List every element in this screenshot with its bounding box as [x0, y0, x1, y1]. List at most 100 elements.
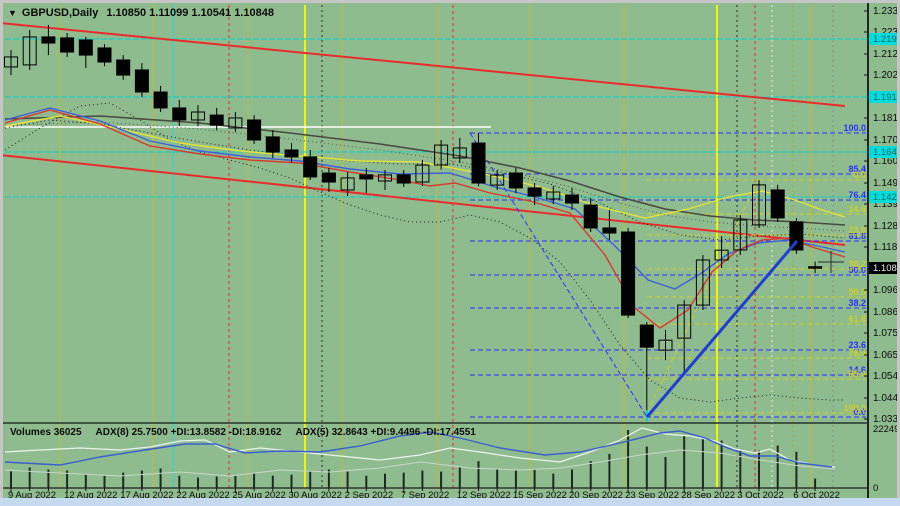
- price-axis-label: 1.13900: [873, 199, 900, 210]
- volume-bar: [720, 440, 723, 488]
- adx8-label: ADX(8) 25.7500 +DI:13.8582 -DI:18.9162: [95, 427, 282, 438]
- candle-bearish: [789, 221, 804, 251]
- candle-bullish: [4, 56, 18, 68]
- cyan-price-tag-label: 1.14200: [873, 192, 900, 203]
- volume-bar: [458, 467, 461, 488]
- candle-bullish: [22, 36, 37, 66]
- cyan-price-tag: [869, 191, 900, 203]
- volume-bar: [28, 467, 31, 488]
- fib-down-blue-label: 85.4: [848, 164, 866, 174]
- candle-bearish: [808, 266, 823, 269]
- candle-bullish: [490, 174, 505, 186]
- volume-bar: [384, 473, 386, 488]
- minus-di-line: [4, 449, 836, 477]
- fib-up-yellow-label: 85.4: [848, 369, 866, 379]
- ohlc-quote-label: 1.10850 1.11099 1.10541 1.10848: [106, 7, 274, 19]
- fib-down-blue-label: 50.0: [848, 265, 866, 275]
- volume-bar: [776, 445, 779, 488]
- candle-bearish: [134, 69, 149, 93]
- panel-scale-min: 0: [873, 483, 878, 494]
- candle-bullish: [228, 117, 243, 129]
- fib-up-yellow-label: 100.0: [843, 403, 866, 413]
- volume-bar: [290, 474, 293, 488]
- volume-bar: [645, 446, 648, 488]
- window-border-right: [897, 0, 900, 506]
- window-border-bottom: [0, 498, 900, 506]
- volume-bar: [234, 475, 237, 488]
- candle-bearish: [284, 149, 299, 158]
- volume-bar: [253, 473, 256, 488]
- fib-up-yellow-label: 0.0: [853, 170, 866, 180]
- date-axis-label: 12 Sep 2022: [457, 490, 511, 501]
- candle-bearish: [321, 172, 336, 183]
- candle-bullish: [452, 147, 467, 159]
- fib-up-yellow-label: 61.8: [848, 314, 866, 324]
- volume-bar: [701, 438, 704, 488]
- cyan-price-tag: [869, 33, 900, 45]
- price-axis-label: 1.18120: [873, 113, 900, 124]
- volume-bar: [758, 450, 760, 488]
- date-axis-label: 22 Aug 2022: [176, 490, 229, 501]
- envelope-upper: [4, 119, 846, 241]
- volume-bar: [140, 470, 143, 488]
- window-border-left: [0, 0, 3, 506]
- fib-down-blue-label: 14.6: [848, 365, 866, 375]
- candle-bearish: [583, 204, 598, 229]
- candle-bearish: [97, 47, 112, 63]
- date-axis-label: 6 Oct 2022: [793, 490, 839, 501]
- volume-bar: [271, 475, 274, 488]
- price-axis-label: 1.03360: [873, 414, 900, 425]
- fib-down-blue-label: 100.0: [843, 123, 866, 133]
- date-axis-label: 7 Sep 2022: [401, 490, 450, 501]
- date-axis-label: 25 Aug 2022: [232, 490, 285, 501]
- symbol-period-label: GBPUSD,Daily: [21, 7, 99, 19]
- date-axis-label: 28 Sep 2022: [681, 490, 735, 501]
- chart-title: ▼ GBPUSD,Daily 1.10850 1.11099 1.10541 1.1…: [8, 7, 274, 19]
- candle-bullish: [658, 339, 673, 351]
- volume-bar: [664, 456, 667, 488]
- candle-bullish: [546, 191, 561, 200]
- cyan-price-tag-label: 1.16470: [873, 147, 900, 158]
- price-axis-label: 1.20220: [873, 70, 900, 81]
- fib-up-yellow-label: 50.0: [848, 287, 866, 297]
- candle-bullish: [695, 259, 710, 306]
- volume-bar: [496, 469, 499, 488]
- price-axis-label: 1.04420: [873, 393, 900, 404]
- channel-lower-line: [0, 154, 846, 246]
- fib-down-blue-label: 76.4: [848, 190, 866, 200]
- volume-bar: [178, 475, 181, 488]
- candle-bearish: [78, 39, 93, 56]
- candle-bullish: [714, 249, 729, 261]
- candle-bullish: [191, 111, 205, 121]
- candle-bullish: [677, 304, 692, 339]
- volume-bar: [683, 435, 686, 488]
- adx-line: [4, 430, 833, 468]
- candle-bearish: [60, 37, 75, 53]
- current-price-tag-label: 1.10848: [873, 263, 900, 274]
- price-axis-label: 1.12840: [873, 221, 900, 232]
- volume-bar: [159, 468, 162, 488]
- volume-bar: [402, 472, 405, 488]
- volume-bar: [814, 478, 817, 488]
- cyan-price-tag-label: 1.21950: [873, 34, 900, 45]
- collapse-chart-icon[interactable]: ▼: [8, 8, 17, 18]
- volume-bar: [309, 471, 312, 488]
- volume-bar: [197, 477, 199, 488]
- candle-bullish: [434, 144, 449, 166]
- volume-bar: [608, 453, 611, 488]
- volumes-label: Volumes 36025: [10, 427, 82, 438]
- date-axis-label: 20 Sep 2022: [569, 490, 623, 501]
- date-axis-label: 17 Aug 2022: [120, 490, 173, 501]
- fib-up-yellow-label: 23.6: [848, 225, 866, 235]
- volume-bar: [365, 475, 368, 488]
- candle-bearish: [265, 136, 280, 153]
- date-axis-label: 2 Sep 2022: [345, 490, 394, 501]
- fib-down-blue-label: 0.0: [853, 407, 866, 417]
- fib-up-yellow-label: 14.6: [848, 204, 866, 214]
- volume-bar: [103, 475, 106, 488]
- window-border-top: [0, 0, 900, 3]
- price-axis-strip[interactable]: [869, 0, 900, 506]
- candle-bearish: [172, 107, 187, 121]
- date-axis-label: 15 Sep 2022: [513, 490, 567, 501]
